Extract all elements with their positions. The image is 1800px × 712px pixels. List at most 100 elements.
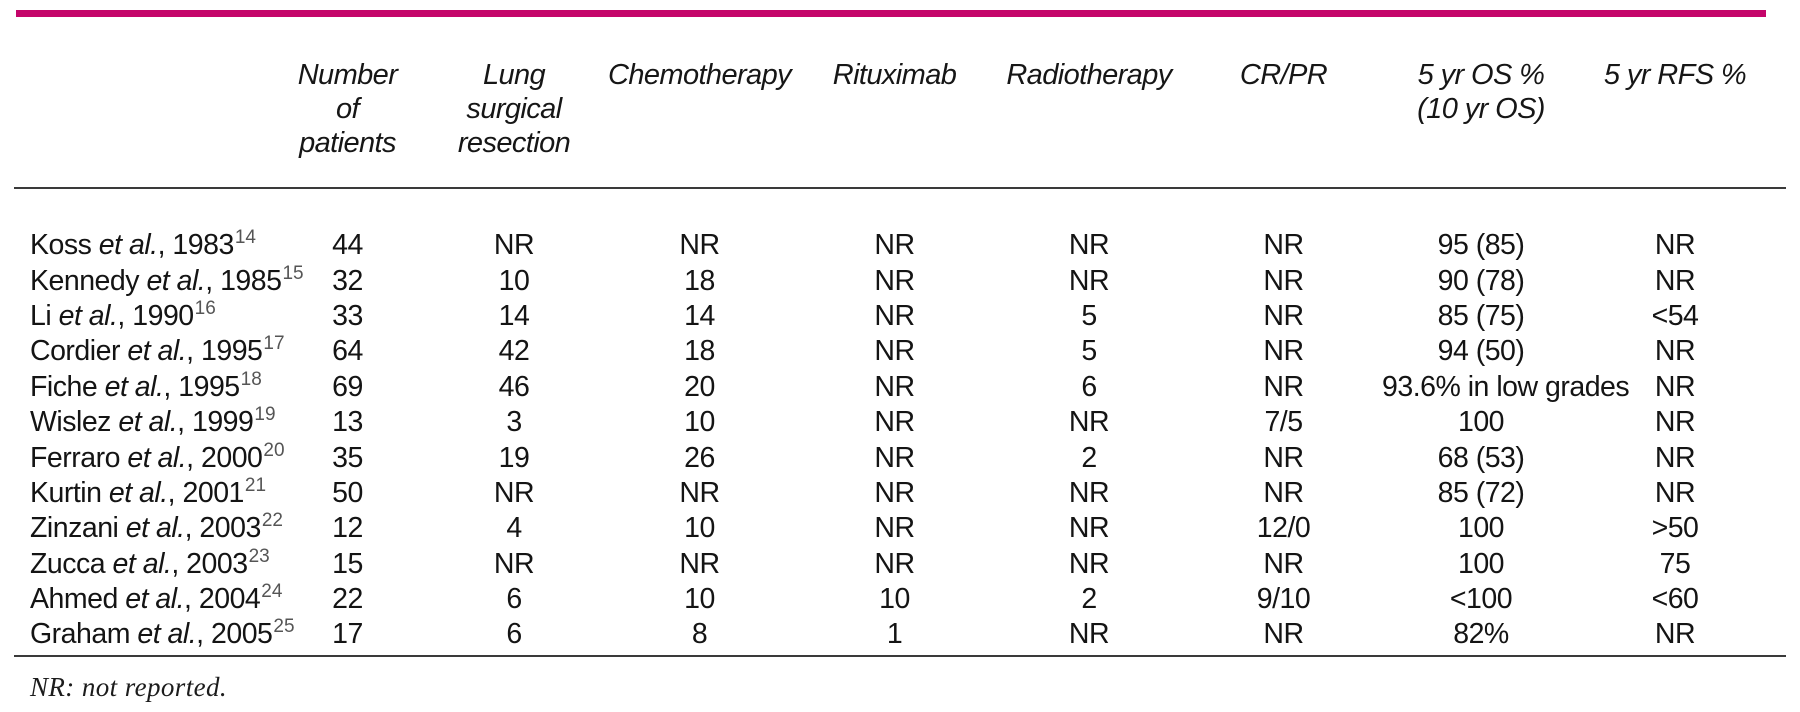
cell-rituximab: 10 — [879, 583, 910, 616]
cell-radiotherapy: NR — [1068, 264, 1110, 297]
study-year: , 1995 — [186, 335, 263, 368]
table-row: Ferraro et al., 200020 35 19 26 NR 2 NR 68 (53)… — [30, 440, 1770, 475]
cell-chemotherapy: 26 — [684, 441, 715, 474]
study-author: Zinzani — [30, 512, 126, 545]
cell-rfs: NR — [1654, 335, 1696, 368]
cell-patients: 69 — [332, 370, 363, 403]
cell-chemotherapy: NR — [679, 229, 720, 262]
study-year: , 1999 — [177, 406, 254, 439]
table-row: Ahmed et al., 200424 22 6 10 10 2 9/10 <100 <60 — [30, 581, 1770, 617]
column-header-cr_pr: CR/PR — [1239, 59, 1328, 91]
study-citation: Kurtin et al., 200121 — [30, 474, 270, 510]
cell-radiotherapy: 5 — [1081, 335, 1097, 368]
cell-rfs: NR — [1654, 618, 1696, 651]
header-rule — [14, 187, 1786, 189]
table-body: Koss et al., 198314 44 NR NR NR NR NR 95 (85) NR… — [30, 227, 1770, 653]
cell-patients: 15 — [332, 547, 363, 580]
study-citation: Zucca et al., 200323 — [30, 546, 270, 581]
cell-resection: 6 — [506, 618, 522, 651]
cell-os: 95 (85) — [1437, 229, 1525, 262]
cell-chemotherapy: 10 — [684, 406, 715, 439]
study-etal: et al. — [125, 583, 185, 616]
cell-rfs: <60 — [1651, 583, 1699, 616]
study-etal: et al. — [98, 229, 158, 262]
cell-os: 100 — [1457, 512, 1505, 545]
table-row: Graham et al., 200525 17 6 8 1 NR NR 82% NR — [30, 616, 1770, 652]
study-year: , 2004 — [184, 583, 261, 616]
cell-rituximab: NR — [874, 335, 915, 368]
study-etal: et al. — [104, 370, 164, 403]
reference-superscript: 19 — [254, 404, 276, 426]
cell-chemotherapy: 8 — [691, 618, 708, 651]
cell-rituximab: 1 — [886, 618, 903, 651]
cell-patients: 44 — [332, 229, 363, 262]
reference-superscript: 14 — [234, 227, 256, 249]
cell-cr_pr: NR — [1263, 547, 1304, 580]
cell-rituximab: NR — [874, 406, 915, 439]
column-header-chemotherapy: Chemotherapy — [607, 59, 792, 91]
cell-chemotherapy: NR — [679, 547, 720, 580]
study-citation: Ferraro et al., 200020 — [30, 440, 285, 475]
study-citation: Koss et al., 198314 — [30, 227, 270, 262]
table-row: Wislez et al., 199919 13 3 10 NR NR 7/5 100 NR — [30, 404, 1770, 440]
cell-radiotherapy: 5 — [1081, 299, 1097, 332]
study-author: Koss — [30, 229, 99, 262]
cell-rfs: >50 — [1651, 512, 1699, 545]
cell-resection: NR — [493, 547, 535, 580]
study-citation: Li et al., 199016 — [30, 298, 270, 333]
cell-cr_pr: 7/5 — [1264, 406, 1303, 439]
cell-patients: 13 — [332, 406, 363, 439]
table-header-row: Number of patients Lung surgical resectio… — [30, 58, 1770, 160]
column-header-radiotherapy: Radiotherapy — [1006, 59, 1172, 91]
cell-cr_pr: NR — [1263, 370, 1304, 403]
study-year: , 1990 — [117, 299, 194, 332]
cell-resection: 4 — [506, 512, 522, 545]
cell-cr_pr: 12/0 — [1256, 512, 1311, 545]
study-etal: et al. — [125, 512, 185, 545]
table-row: Kennedy et al., 198515 32 10 18 NR NR NR 90 (78… — [30, 263, 1770, 298]
cell-rfs: NR — [1654, 264, 1696, 297]
study-author: Ahmed — [30, 583, 126, 616]
reference-superscript: 18 — [240, 368, 262, 390]
study-citation: Ahmed et al., 200424 — [30, 581, 282, 616]
cell-patients: 50 — [332, 476, 363, 509]
cell-os: 85 (72) — [1437, 476, 1525, 509]
cell-cr_pr: NR — [1263, 618, 1304, 651]
cell-cr_pr: NR — [1263, 476, 1304, 509]
cell-resection: 46 — [498, 370, 530, 403]
study-citation: Graham et al., 200525 — [30, 616, 295, 651]
cell-rfs: NR — [1654, 370, 1696, 403]
cell-chemotherapy: 10 — [684, 512, 715, 545]
study-etal: et al. — [146, 264, 206, 297]
cell-rfs: NR — [1654, 229, 1696, 262]
footer-rule — [14, 655, 1786, 657]
cell-os: 68 (53) — [1437, 441, 1525, 474]
accent-bar — [16, 10, 1766, 17]
study-citation: Kennedy et al., 198515 — [30, 263, 304, 298]
cell-os: 93.6% in low grades — [1382, 370, 1630, 403]
table-row: Cordier et al., 199517 64 42 18 NR 5 NR 94 (50)… — [30, 333, 1770, 369]
column-header-rfs: 5 yr RFS % — [1603, 59, 1747, 91]
cell-os: 85 (75) — [1437, 299, 1525, 332]
cell-cr_pr: 9/10 — [1256, 583, 1311, 616]
cell-radiotherapy: NR — [1068, 547, 1110, 580]
reference-superscript: 17 — [263, 333, 285, 355]
study-year: , 2000 — [186, 441, 263, 474]
cell-os: <100 — [1449, 583, 1513, 616]
cell-rituximab: NR — [874, 264, 915, 297]
study-citation: Wislez et al., 199919 — [30, 404, 276, 439]
cell-rfs: NR — [1654, 406, 1696, 439]
cell-cr_pr: NR — [1263, 264, 1304, 297]
cell-cr_pr: NR — [1263, 335, 1304, 368]
cell-cr_pr: NR — [1263, 441, 1304, 474]
cell-patients: 17 — [332, 618, 363, 651]
table-row: Zinzani et al., 200322 12 4 10 NR NR 12/0 100 >5… — [30, 510, 1770, 546]
reference-superscript: 21 — [244, 474, 267, 496]
table-row: Li et al., 199016 33 14 14 NR 5 NR 85 (75) <54 — [30, 298, 1770, 334]
study-author: Li — [30, 299, 59, 332]
reference-superscript: 24 — [261, 581, 283, 603]
reference-superscript: 15 — [282, 262, 304, 284]
reference-superscript: 20 — [263, 439, 285, 461]
cell-chemotherapy: 20 — [684, 370, 715, 403]
study-year: , 2001 — [167, 476, 245, 509]
